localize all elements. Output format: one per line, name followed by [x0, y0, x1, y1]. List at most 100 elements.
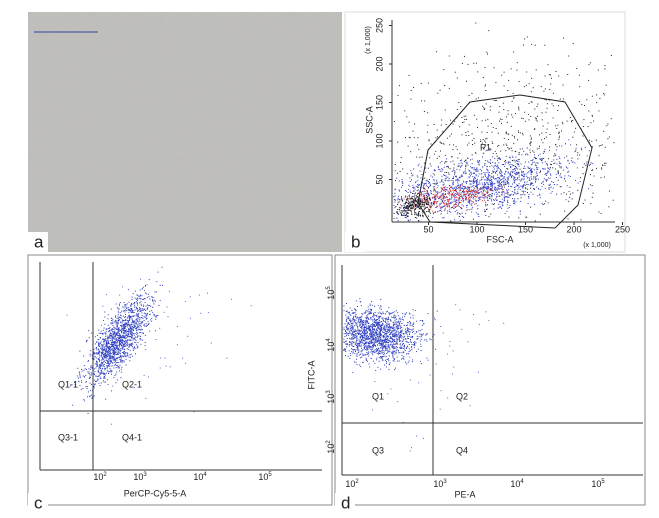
dot	[165, 358, 166, 359]
dot	[526, 72, 527, 73]
dot	[437, 93, 438, 94]
dot	[489, 194, 490, 195]
dot	[484, 197, 485, 198]
dot	[409, 361, 410, 362]
dot	[562, 122, 563, 123]
dot	[402, 212, 403, 213]
dot	[479, 192, 480, 193]
dot	[429, 205, 430, 206]
dot	[388, 307, 389, 308]
dot	[477, 186, 478, 187]
dot	[408, 192, 409, 193]
dot	[543, 126, 544, 127]
dot	[529, 103, 530, 104]
dot	[419, 200, 420, 201]
dot	[111, 360, 112, 361]
dot	[349, 344, 350, 345]
dot	[98, 372, 99, 373]
dot	[386, 366, 387, 367]
dot	[476, 200, 477, 201]
dot	[434, 195, 435, 196]
dot	[549, 74, 550, 75]
dot	[523, 134, 524, 135]
dot	[87, 361, 88, 362]
dot	[517, 62, 518, 63]
dot	[409, 196, 410, 197]
dot	[476, 119, 477, 120]
dot	[375, 320, 376, 321]
dot	[136, 340, 137, 341]
dot	[545, 168, 546, 169]
dot	[418, 216, 419, 217]
dot	[404, 207, 405, 208]
dot	[431, 166, 432, 167]
dot	[120, 330, 121, 331]
dot	[140, 290, 141, 291]
dot	[490, 214, 491, 215]
dot	[474, 204, 475, 205]
dot	[128, 312, 129, 313]
dot	[477, 160, 478, 161]
dot	[365, 322, 366, 323]
dot	[406, 312, 407, 313]
dot	[567, 172, 568, 173]
dot	[507, 177, 508, 178]
dot	[513, 143, 514, 144]
dot	[376, 351, 377, 352]
dot	[504, 200, 505, 201]
dot	[104, 382, 105, 383]
dot	[81, 382, 82, 383]
dot	[81, 389, 82, 390]
dot	[372, 349, 373, 350]
dot	[396, 218, 397, 219]
dot	[368, 323, 369, 324]
dot	[495, 163, 496, 164]
dot	[347, 344, 348, 345]
dot	[509, 197, 510, 198]
dot	[106, 360, 107, 361]
dot	[129, 347, 130, 348]
dot	[460, 185, 461, 186]
dot	[144, 309, 145, 310]
dot	[407, 205, 408, 206]
dot	[139, 325, 140, 326]
dot	[492, 143, 493, 144]
dot	[576, 144, 577, 145]
dot	[534, 189, 535, 190]
dot	[436, 180, 437, 181]
dot	[116, 352, 117, 353]
dot	[100, 366, 101, 367]
dot	[139, 332, 140, 333]
dot	[508, 182, 509, 183]
dot	[415, 189, 416, 190]
dot	[395, 189, 396, 190]
dot	[510, 195, 511, 196]
dot	[572, 198, 573, 199]
dot	[425, 189, 426, 190]
dot	[593, 121, 594, 122]
dot	[536, 163, 537, 164]
dot	[120, 360, 121, 361]
dot	[578, 183, 579, 184]
dot	[127, 355, 128, 356]
dot	[512, 101, 513, 102]
dot	[96, 361, 97, 362]
dot	[139, 323, 140, 324]
dot	[379, 361, 380, 362]
dot	[440, 182, 441, 183]
dot	[428, 202, 429, 203]
dot	[413, 203, 414, 204]
dot	[466, 183, 467, 184]
dot	[555, 169, 556, 170]
dot	[444, 175, 445, 176]
dot	[568, 139, 569, 140]
dot	[118, 354, 119, 355]
dot	[107, 379, 108, 380]
dot	[430, 190, 431, 191]
dot	[456, 169, 457, 170]
dot	[424, 196, 425, 197]
dot	[90, 383, 91, 384]
dot	[145, 398, 146, 399]
dot	[87, 396, 88, 397]
dot	[169, 291, 170, 292]
